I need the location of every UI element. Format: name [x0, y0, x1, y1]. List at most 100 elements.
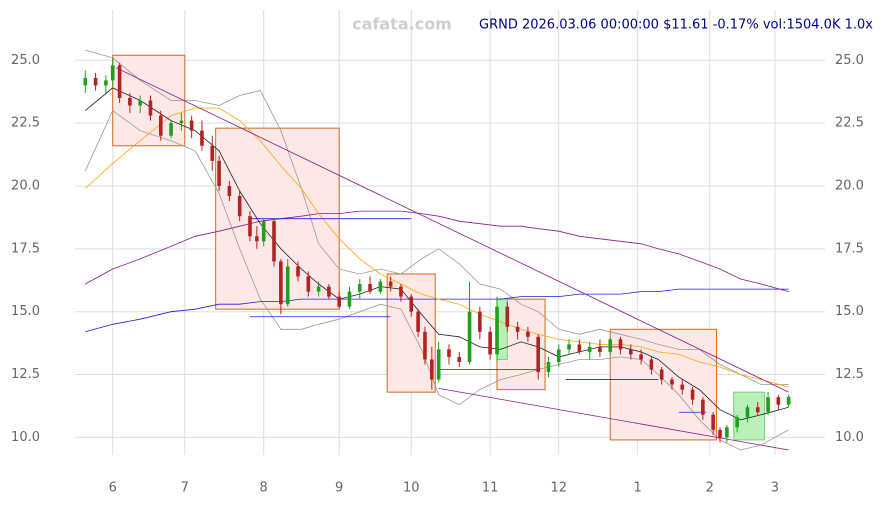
- candle-body: [285, 266, 290, 305]
- candle-body: [608, 339, 613, 352]
- candle-body: [546, 361, 551, 373]
- candle-body: [786, 396, 791, 405]
- candle-body: [306, 276, 311, 292]
- candle-body: [272, 221, 276, 262]
- candle-body: [745, 407, 750, 418]
- candle-body: [200, 130, 204, 146]
- candle-body: [725, 427, 729, 438]
- indicator-line: [85, 87, 789, 421]
- text-layer: cafata.com GRND 2026.03.06 00:00:00 $11.…: [11, 15, 873, 496]
- candle-body: [495, 306, 499, 355]
- indicator-line: [85, 107, 789, 388]
- candle-body: [430, 359, 434, 380]
- candle-body: [210, 145, 215, 161]
- candle-body: [378, 281, 383, 292]
- candle-body: [488, 331, 492, 355]
- candle-body: [255, 236, 259, 242]
- y-tick-label: 22.5: [835, 116, 864, 131]
- indicator-line: [84, 109, 789, 451]
- y-tick-label: 17.5: [11, 241, 40, 256]
- candle-body: [217, 160, 221, 186]
- candle-body: [117, 65, 122, 98]
- candle-body: [179, 120, 184, 124]
- candle-body: [148, 100, 153, 116]
- candle-body: [279, 261, 283, 305]
- candle-body: [556, 349, 561, 362]
- y-tick-label: 17.5: [835, 241, 864, 256]
- x-tick-label: 3: [771, 481, 779, 496]
- candle-body: [327, 286, 331, 297]
- candle-body: [248, 216, 252, 237]
- candle-body: [93, 77, 98, 86]
- candle-body: [104, 80, 108, 86]
- candle-body: [368, 284, 372, 292]
- candle-body: [138, 100, 142, 106]
- candle-body: [409, 296, 414, 312]
- candle-body: [755, 407, 760, 413]
- candle-body: [457, 356, 462, 362]
- indicator-line: [85, 288, 789, 333]
- candle-body: [735, 417, 739, 428]
- candle-body: [577, 344, 582, 352]
- candle-layer: [83, 57, 791, 443]
- candle-body: [423, 331, 427, 360]
- chart-title: GRND 2026.03.06 00:00:00 $11.61 -0.17% v…: [479, 18, 873, 33]
- candle-body: [776, 397, 781, 405]
- x-tick-label: 2: [706, 481, 714, 496]
- candle-body: [639, 354, 643, 360]
- candle-body: [399, 286, 403, 297]
- x-tick-label: 8: [260, 481, 268, 496]
- candle-body: [649, 359, 654, 370]
- x-tick-label: 7: [181, 481, 189, 496]
- trend-line: [116, 67, 789, 393]
- candle-body: [701, 399, 705, 415]
- candle-body: [158, 115, 163, 136]
- candle-body: [296, 266, 300, 277]
- candle-body: [436, 349, 441, 380]
- watermark: cafata.com: [352, 15, 452, 34]
- y-tick-label: 12.5: [11, 367, 40, 382]
- y-tick-label: 10.0: [11, 430, 40, 445]
- candle-body: [478, 311, 482, 332]
- candle-body: [347, 291, 352, 307]
- candle-body: [189, 120, 194, 131]
- indicator-line: [85, 210, 789, 292]
- y-tick-label: 25.0: [11, 53, 40, 68]
- candle-body: [618, 339, 623, 350]
- candle-body: [680, 384, 685, 390]
- candle-body: [659, 369, 664, 380]
- candle-body: [690, 389, 695, 400]
- y-tick-label: 22.5: [11, 116, 40, 131]
- line-layer: [84, 49, 789, 451]
- candle-body: [388, 281, 393, 287]
- y-tick-label: 20.0: [11, 178, 40, 193]
- y-tick-label: 20.0: [835, 178, 864, 193]
- candle-body: [718, 429, 722, 438]
- candle-body: [587, 346, 592, 352]
- x-tick-label: 12: [550, 481, 567, 496]
- candle-body: [766, 397, 770, 413]
- candle-body: [629, 349, 633, 355]
- y-tick-label: 12.5: [835, 367, 864, 382]
- candle-body: [598, 346, 602, 352]
- candle-body: [337, 296, 341, 307]
- x-tick-label: 1: [634, 481, 642, 496]
- candle-body: [416, 311, 420, 332]
- candle-body: [670, 379, 674, 385]
- candle-body: [169, 123, 173, 136]
- x-tick-label: 9: [335, 481, 343, 496]
- trend-line: [438, 388, 789, 451]
- candle-body: [515, 326, 520, 332]
- candle-body: [567, 344, 571, 350]
- y-tick-label: 10.0: [835, 430, 864, 445]
- candle-body: [227, 185, 232, 197]
- candle-body: [316, 286, 321, 292]
- candle-body: [128, 97, 132, 106]
- candle-body: [237, 196, 242, 217]
- y-tick-label: 25.0: [835, 53, 864, 68]
- candle-body: [526, 331, 530, 337]
- x-tick-label: 10: [403, 481, 420, 496]
- candle-body: [110, 65, 115, 81]
- candle-body: [447, 349, 451, 357]
